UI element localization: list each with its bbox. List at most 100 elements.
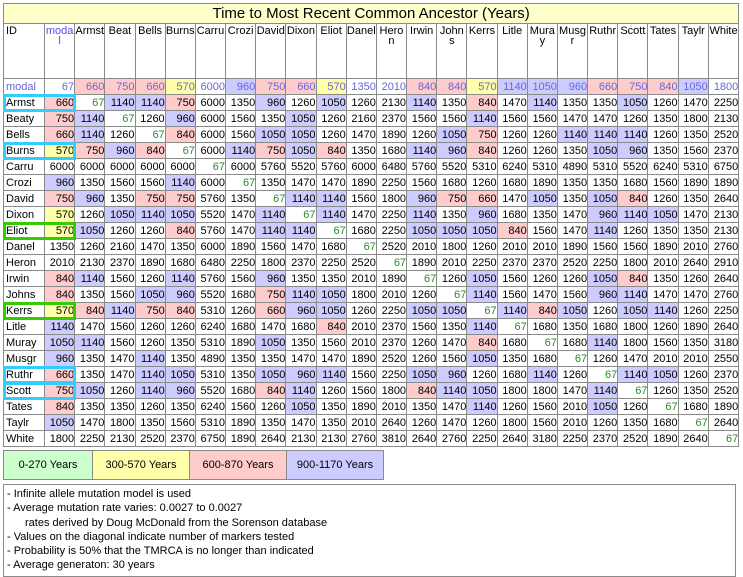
note-line: - Probability is 50% that the TMRCA is n…	[7, 545, 314, 558]
table-cell: 1680	[526, 350, 558, 367]
table-row: Burns 570 750 960 840 67 6000 1140 750 1050 840 135…	[3, 142, 740, 159]
table-cell: 1140	[134, 206, 166, 223]
table-cell: 2370	[164, 430, 196, 447]
table-cell: 2130	[707, 110, 740, 127]
table-cell: 840	[43, 270, 76, 287]
diagonal-cell: 67	[556, 350, 589, 367]
table-cell: 2010	[556, 398, 589, 415]
table-cell: 1470	[285, 238, 317, 255]
table-cell: 1350	[345, 78, 377, 95]
diagonal-cell: 67	[587, 366, 619, 383]
table-cell: 2640	[406, 430, 438, 447]
table-cell: 5760	[315, 158, 347, 175]
table-cell: 1560	[104, 270, 136, 287]
column-header-dixon: Dixon	[285, 23, 317, 79]
table-cell: 1140	[74, 110, 106, 127]
table-cell: 750	[466, 126, 498, 143]
table-cell: 2910	[707, 254, 740, 271]
column-header-johns: Johns	[436, 23, 468, 79]
table-cell: 1560	[526, 110, 558, 127]
table-cell: 2010	[345, 414, 377, 431]
table-cell: 1260	[134, 318, 166, 335]
row-label: Irwin	[3, 270, 45, 287]
table-cell: 1470	[526, 286, 558, 303]
column-header-eliot: Eliot	[315, 23, 347, 79]
table-cell: 2640	[496, 430, 528, 447]
table-cell: 1560	[436, 110, 468, 127]
table-cell: 660	[134, 78, 166, 95]
table-cell: 6000	[225, 158, 257, 175]
diagonal-cell: 67	[255, 190, 287, 207]
table-cell: 1050	[466, 382, 498, 399]
table-cell: 6240	[194, 318, 227, 335]
table-cell: 1260	[74, 206, 106, 223]
table-cell: 1800	[436, 238, 468, 255]
table-cell: 960	[225, 78, 257, 95]
table-cell: 1560	[406, 318, 438, 335]
table-cell: 1680	[375, 142, 408, 159]
table-cell: 1050	[466, 222, 498, 239]
table-cell: 1050	[285, 126, 317, 143]
table-cell: 1350	[556, 190, 589, 207]
table-cell: 1260	[496, 398, 528, 415]
table-cell: 750	[134, 190, 166, 207]
table-cell: 1350	[164, 238, 196, 255]
column-header-irwin: Irwin	[406, 23, 438, 79]
table-cell: 2640	[677, 254, 709, 271]
diagonal-cell: 67	[496, 318, 528, 335]
table-cell: 6000	[164, 158, 196, 175]
table-cell: 1140	[134, 366, 166, 383]
table-cell: 1560	[526, 222, 558, 239]
note-line: - Average generaton: 30 years	[7, 559, 155, 572]
table-cell: 2010	[345, 334, 377, 351]
table-cell: 1890	[707, 174, 740, 191]
table-cell: 1050	[74, 222, 106, 239]
table-cell: 2250	[375, 174, 408, 191]
table-cell: 1560	[436, 350, 468, 367]
table-cell: 1260	[526, 142, 558, 159]
column-header-armst: Armst	[74, 23, 106, 79]
table-cell: 750	[255, 78, 287, 95]
table-cell: 840	[43, 286, 76, 303]
table-cell: 570	[43, 302, 76, 319]
table-cell: 1050	[406, 222, 438, 239]
column-header-modal: modal	[43, 23, 76, 79]
table-cell: 750	[134, 302, 166, 319]
table-cell: 6750	[707, 158, 740, 175]
table-cell: 2010	[556, 414, 589, 431]
table-cell: 1260	[587, 350, 619, 367]
table-cell: 1260	[134, 334, 166, 351]
table-cell: 1350	[164, 398, 196, 415]
table-cell: 1800	[617, 318, 649, 335]
table-cell: 1560	[225, 110, 257, 127]
row-label: Crozi	[3, 174, 45, 191]
table-cell: 1050	[43, 334, 76, 351]
table-cell: 1260	[436, 270, 468, 287]
table-cell: 1350	[104, 398, 136, 415]
table-cell: 2250	[375, 366, 408, 383]
row-label: Taylr	[3, 414, 45, 431]
table-cell: 1260	[74, 238, 106, 255]
table-cell: 960	[556, 78, 589, 95]
table-cell: 5310	[194, 302, 227, 319]
table-row: Beaty 750 1140 67 1260 960 6000 1560 1350 1050 126…	[3, 110, 740, 127]
table-cell: 6000	[194, 94, 227, 111]
table-cell: 1260	[345, 302, 377, 319]
table-cell: 1350	[617, 414, 649, 431]
table-cell: 960	[164, 382, 196, 399]
table-cell: 5520	[194, 206, 227, 223]
table-cell: 1140	[466, 398, 498, 415]
table-cell: 1890	[345, 350, 377, 367]
table-cell: 750	[436, 190, 468, 207]
column-header-ruthr: Ruthr	[587, 23, 619, 79]
table-cell: 960	[255, 94, 287, 111]
table-cell: 1260	[617, 398, 649, 415]
table-cell: 2010	[345, 318, 377, 335]
table-cell: 1890	[375, 270, 408, 287]
table-row: Dixon 570 1260 1050 1140 1050 5520 1470 1140 67 11…	[3, 206, 740, 223]
column-header-musgr: Musgr	[556, 23, 589, 79]
table-cell: 1890	[225, 430, 257, 447]
table-cell: 1260	[466, 174, 498, 191]
table-cell: 1140	[134, 350, 166, 367]
table-cell: 2520	[707, 126, 740, 143]
